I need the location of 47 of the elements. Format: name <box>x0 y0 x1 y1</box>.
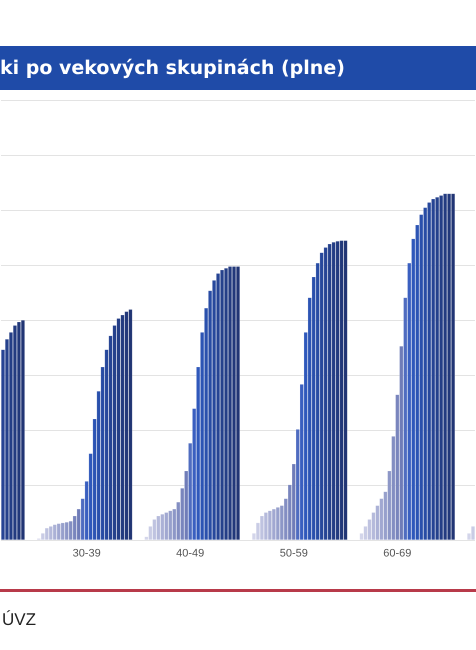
bar <box>152 519 156 540</box>
bar <box>260 516 264 540</box>
bar <box>56 523 61 540</box>
bar <box>451 194 456 540</box>
bar <box>439 195 444 540</box>
bar <box>344 240 348 540</box>
bar <box>324 247 328 540</box>
chart-title: ki po vekových skupinách (plne) <box>0 46 476 90</box>
bar <box>332 242 336 540</box>
text: ÚVZ <box>2 610 36 630</box>
bar <box>16 322 21 540</box>
bar <box>124 311 128 540</box>
bar <box>12 325 17 540</box>
bar <box>20 320 25 540</box>
bar <box>216 273 220 540</box>
x-tick-label: 30-39 <box>72 548 101 560</box>
bar <box>164 512 168 540</box>
bar <box>120 314 124 540</box>
bar <box>228 266 232 540</box>
x-tick-label: 40-49 <box>176 548 204 560</box>
bar <box>435 197 440 540</box>
bar <box>60 522 65 540</box>
bar <box>431 198 436 540</box>
bar <box>116 318 120 540</box>
bar <box>128 309 132 540</box>
bar <box>156 516 160 540</box>
bar <box>340 240 344 540</box>
x-tick-label: 60-69 <box>383 548 412 560</box>
bar <box>224 268 228 540</box>
bar <box>168 510 172 540</box>
bar <box>471 526 475 540</box>
bar <box>447 194 452 540</box>
bar <box>336 241 340 540</box>
bar <box>52 524 57 540</box>
bar <box>44 528 49 540</box>
bar <box>236 266 240 540</box>
bar <box>268 510 272 540</box>
bar <box>264 512 268 540</box>
bar <box>328 244 332 540</box>
bar <box>64 522 69 540</box>
bar <box>272 508 276 540</box>
bar <box>443 194 448 540</box>
bar <box>427 202 432 540</box>
bar <box>48 526 53 540</box>
bar <box>220 270 224 540</box>
x-tick-label: 50-59 <box>280 548 308 560</box>
bar <box>232 266 236 540</box>
